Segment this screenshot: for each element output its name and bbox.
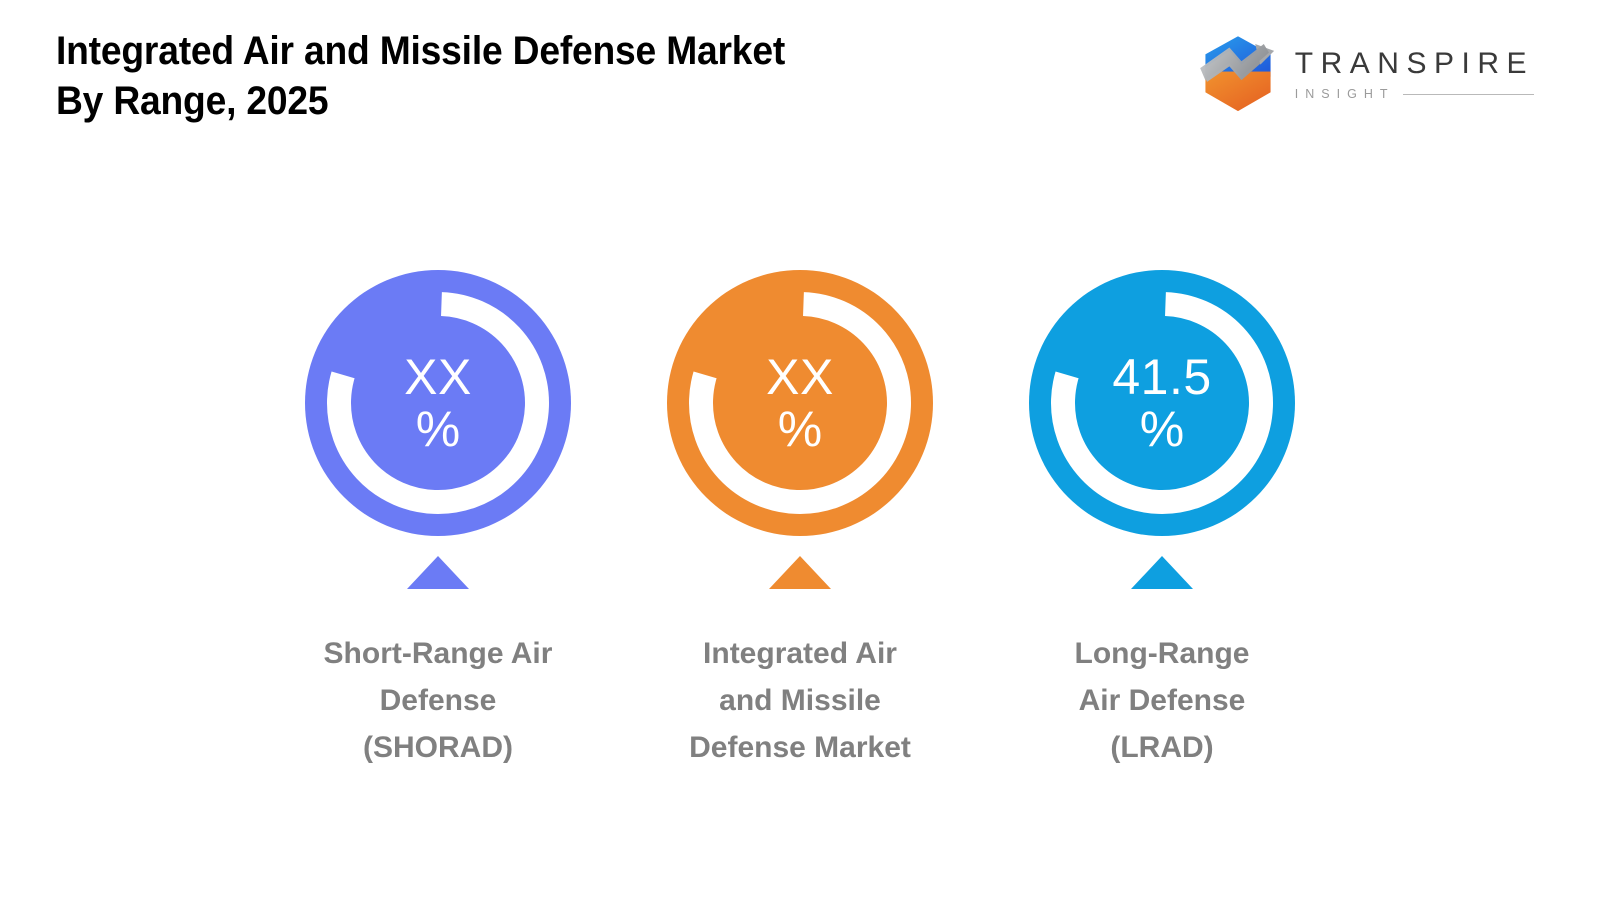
donut-arc-3 <box>1051 292 1273 514</box>
donut-chart-3: 41.5 % <box>1029 270 1295 536</box>
logo-subtitle-row: INSIGHT <box>1295 88 1534 101</box>
donut-chart-group: XX % Short-Range Air Defense (SHORAD) XX… <box>0 270 1600 771</box>
logo-subtitle: INSIGHT <box>1294 87 1395 102</box>
brand-logo: TRANSPIRE INSIGHT <box>1195 32 1534 118</box>
donut-chart-2: XX % <box>667 270 933 536</box>
donut-chart-1: XX % <box>305 270 571 536</box>
donut-label-2: Integrated Air and Missile Defense Marke… <box>689 637 911 764</box>
logo-name: TRANSPIRE <box>1294 47 1534 81</box>
header: Integrated Air and Missile Defense Marke… <box>0 0 1600 150</box>
donut-arc-2 <box>689 292 911 514</box>
donut-label-3: Long-Range Air Defense (LRAD) <box>1074 637 1250 764</box>
triangle-up-icon <box>1131 556 1193 589</box>
donut-segment-lrad: 41.5 % Long-Range Air Defense (LRAD) <box>1029 270 1295 771</box>
triangle-up-icon <box>407 556 469 589</box>
triangle-up-icon <box>769 556 831 589</box>
hexagon-arrow-logo-icon <box>1195 32 1281 118</box>
page-title: Integrated Air and Missile Defense Marke… <box>56 29 786 124</box>
donut-segment-iamd: XX % Integrated Air and Missile Defense … <box>667 270 933 771</box>
logo-divider-rule <box>1402 94 1534 95</box>
donut-arc-1 <box>327 292 549 514</box>
donut-segment-shorad: XX % Short-Range Air Defense (SHORAD) <box>305 270 571 771</box>
donut-label-1: Short-Range Air Defense (SHORAD) <box>323 637 553 764</box>
logo-wordmark: TRANSPIRE INSIGHT <box>1295 49 1534 101</box>
